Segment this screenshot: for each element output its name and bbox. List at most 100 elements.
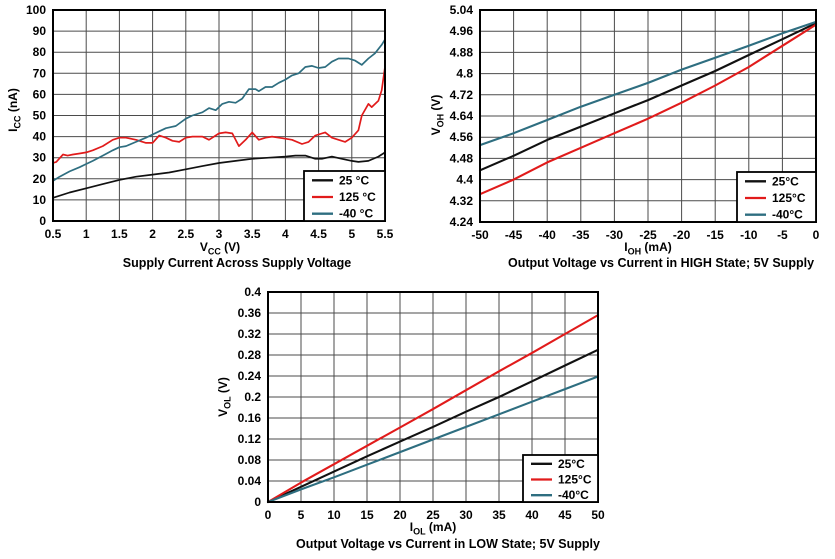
y-tick-label: 4.88 (450, 45, 474, 59)
legend-label-25c: 25°C (772, 174, 799, 188)
x-axis-label-vcc: VCC (V) (199, 240, 241, 257)
y-axis-label-base: V (216, 408, 230, 417)
y-axis-label-unit: (nA) (6, 88, 20, 113)
chart-title-vol: Output Voltage vs Current in LOW State; … (296, 537, 600, 551)
y-tick-label: 100 (26, 3, 46, 17)
chart-vol-low-state: 0 5 10 15 20 25 30 35 40 45 50 0 0.04 0.08 0.12 0.16 0.2… (200, 280, 635, 559)
plot-frame (479, 9, 817, 223)
x-tick-label: 4.5 (310, 227, 327, 241)
legend-label-25c: 25 °C (339, 173, 369, 187)
y-tick-label: 4.8 (456, 67, 473, 81)
y-tick-label: 10 (33, 193, 47, 207)
chart-voh-high-state: -50 -45 -40 -35 -30 -25 -20 -15 -10 -5 0 4.24 4.32 4.… (418, 0, 835, 275)
y-tick-label: 0.36 (238, 306, 262, 320)
y-tick-label: 0.24 (238, 369, 262, 383)
x-axis-label-base: V (199, 240, 208, 254)
legend-label-m40c: -40°C (558, 488, 589, 502)
x-tick-label: 5.5 (377, 227, 394, 241)
x-tick-label: 10 (327, 508, 341, 522)
y-tick-label: 4.4 (456, 173, 473, 187)
x-tick-label: 45 (558, 508, 572, 522)
x-tick-label: 3.5 (244, 227, 261, 241)
x-tick-label: -15 (707, 228, 725, 242)
y-tick-label: 0.08 (238, 453, 262, 467)
x-tick-label: -45 (505, 228, 523, 242)
x-tick-label: 0 (813, 228, 820, 242)
y-axis-label-voh: VOH (V) (429, 95, 446, 136)
y-tick-label: 4.24 (450, 215, 474, 229)
x-axis-label-unit: (mA) (644, 240, 672, 254)
x-tick-label: 40 (525, 508, 539, 522)
legend-label-125c: 125 °C (339, 190, 376, 204)
x-axis-label-unit: (V) (224, 240, 241, 254)
y-tick-label: 4.72 (450, 88, 474, 102)
chart-title-voh: Output Voltage vs Current in HIGH State;… (507, 256, 815, 270)
x-tick-label: 25 (426, 508, 440, 522)
y-tick-label: 80 (33, 45, 47, 59)
x-tick-label: -50 (471, 228, 489, 242)
x-axis-label-unit: (mA) (428, 520, 457, 534)
y-tick-label: 90 (33, 24, 47, 38)
vol-plot: 0 5 10 15 20 25 30 35 40 45 50 0 0.04 0.08 0.12 0.16 0.2… (238, 285, 605, 522)
x-axis-label-iol: IOL (mA) (409, 520, 457, 536)
x-tick-label: 0 (265, 508, 272, 522)
y-tick-label: 0.2 (244, 390, 261, 404)
series-line-125c (266, 314, 600, 504)
x-tick-label: 1 (83, 227, 90, 241)
y-tick-label: 40 (33, 130, 47, 144)
x-tick-label: -40 (539, 228, 557, 242)
y-tick-label: 0.04 (238, 474, 262, 488)
x-axis-label-sub: CC (207, 246, 221, 257)
y-tick-label: 0.12 (238, 432, 262, 446)
y-tick-label: 0.32 (238, 327, 262, 341)
supply-current-plot: 0.5 1 1.5 2 2.5 3 3.5 4 4.5 5 5.5 0 10 20 30 40 50 60 70 80… (26, 3, 394, 241)
series-line-125c (478, 23, 818, 196)
y-tick-label: 60 (33, 87, 47, 101)
y-tick-label: 0.4 (244, 285, 261, 299)
y-axis-label-vol: VOL (V) (216, 377, 232, 417)
y-tick-label: 20 (33, 172, 47, 186)
chart-supply-current: 0.5 1 1.5 2 2.5 3 3.5 4 4.5 5 5.5 0 10 20 30 40 50 60 70 80… (0, 0, 418, 275)
series-line-25c (52, 151, 386, 199)
y-tick-label: 70 (33, 66, 47, 80)
x-axis-label-base: I (624, 240, 628, 254)
x-tick-label: 5 (298, 508, 305, 522)
y-tick-label: 0 (39, 214, 46, 228)
x-tick-label: 4 (282, 227, 289, 241)
y-axis-label-base: V (429, 127, 443, 136)
y-axis-label-sub: CC (12, 115, 23, 129)
x-tick-label: 30 (459, 508, 473, 522)
y-tick-label: 4.48 (450, 151, 474, 165)
chart-title-supply-current: Supply Current Across Supply Voltage (122, 256, 352, 270)
series-line-m40c (478, 20, 818, 147)
y-tick-label: 0.16 (238, 411, 262, 425)
y-tick-label: 4.64 (450, 109, 474, 123)
x-tick-label: -20 (673, 228, 691, 242)
x-tick-label: -30 (606, 228, 624, 242)
x-tick-label: -10 (740, 228, 758, 242)
plot-frame (52, 9, 386, 222)
legend-label-25c: 25°C (558, 457, 585, 471)
voh-plot: -50 -45 -40 -35 -30 -25 -20 -15 -10 -5 04.244.324.… (450, 3, 820, 242)
x-tick-label: -25 (639, 228, 657, 242)
x-tick-label: 1.5 (111, 227, 128, 241)
y-tick-label: 4.96 (450, 24, 474, 38)
y-tick-label: 50 (33, 109, 47, 123)
x-tick-label: 20 (393, 508, 407, 522)
series-line-125c (52, 66, 386, 164)
legend-label-m40c: -40°C (772, 208, 803, 222)
x-tick-label: -35 (572, 228, 590, 242)
x-tick-label: 35 (492, 508, 506, 522)
x-tick-label: -5 (777, 228, 788, 242)
y-axis-label-sub: OH (435, 113, 446, 128)
y-tick-label: 5.04 (450, 3, 474, 17)
series-line-25c (478, 22, 818, 172)
y-tick-label: 30 (33, 151, 47, 165)
series-line-25c (266, 348, 600, 504)
legend-label-125c: 125°C (772, 191, 806, 205)
x-tick-label: 50 (591, 508, 605, 522)
x-axis-label-base: I (409, 520, 414, 534)
y-tick-label: 0 (254, 495, 261, 509)
series-line-m40c (266, 375, 600, 504)
